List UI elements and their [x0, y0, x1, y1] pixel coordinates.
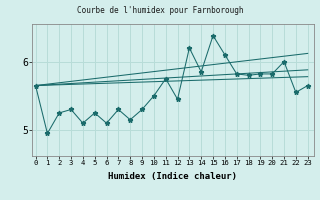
Text: Courbe de l'humidex pour Farnborough: Courbe de l'humidex pour Farnborough — [77, 6, 243, 15]
X-axis label: Humidex (Indice chaleur): Humidex (Indice chaleur) — [108, 172, 237, 181]
